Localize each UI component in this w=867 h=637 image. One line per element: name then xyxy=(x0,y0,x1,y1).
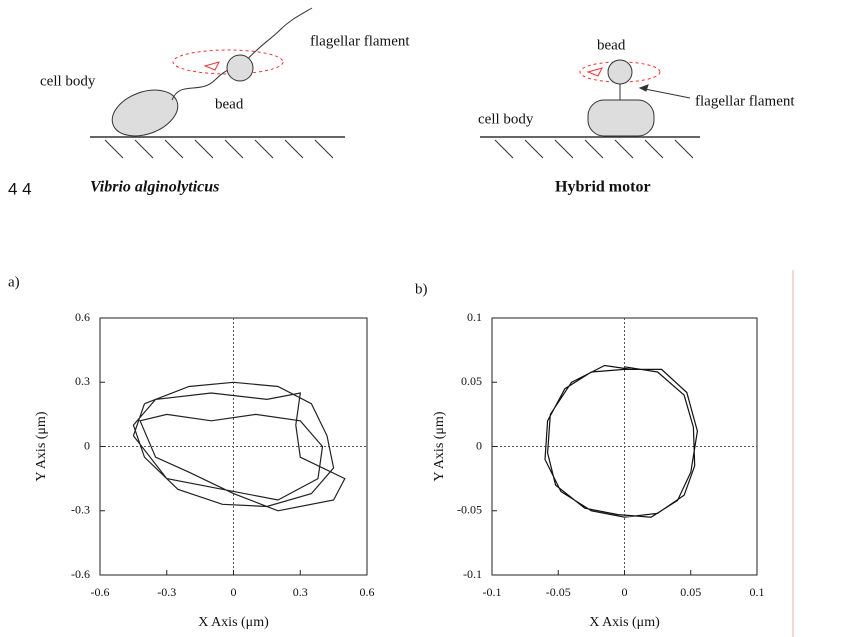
diagram-right xyxy=(480,59,700,159)
y-tick-label: -0.05 xyxy=(457,503,482,517)
y-tick-label: 0 xyxy=(476,438,482,452)
x-tick-label: -0.1 xyxy=(483,585,502,599)
caption: Vibrio alginolyticus xyxy=(90,179,219,196)
y-tick-label: -0.3 xyxy=(71,503,90,517)
y-axis-label: Y Axis (μm) xyxy=(432,411,447,481)
x-axis-label: X Axis (μm) xyxy=(589,615,660,630)
x-tick-label: -0.6 xyxy=(91,585,110,599)
y-tick-label: 0.1 xyxy=(467,310,482,324)
y-tick-label: 0.05 xyxy=(461,374,482,388)
trajectory xyxy=(544,364,699,518)
x-axis-label: X Axis (μm) xyxy=(198,615,269,630)
x-tick-label: 0 xyxy=(622,585,628,599)
x-tick-label: -0.05 xyxy=(546,585,571,599)
label: cell body xyxy=(478,111,534,127)
x-tick-label: 0.1 xyxy=(750,585,765,599)
x-tick-label: 0.05 xyxy=(680,585,701,599)
label: flagellar flament xyxy=(310,33,410,49)
figure-label: 4 4 xyxy=(8,179,32,198)
y-axis-label: Y Axis (μm) xyxy=(34,411,49,481)
label: bead xyxy=(215,96,244,112)
y-tick-label: -0.6 xyxy=(71,567,90,581)
x-tick-label: 0 xyxy=(231,585,237,599)
y-tick-label: 0.6 xyxy=(75,310,90,324)
x-tick-label: 0.6 xyxy=(360,585,375,599)
label: flagellar flament xyxy=(695,93,795,109)
diagram-left xyxy=(90,7,345,159)
trajectory xyxy=(132,381,346,512)
panel-label: b) xyxy=(415,281,428,297)
panel-label: a) xyxy=(8,274,20,290)
label: cell body xyxy=(40,73,96,89)
y-tick-label: 0 xyxy=(84,438,90,452)
x-tick-label: 0.3 xyxy=(293,585,308,599)
y-tick-label: 0.3 xyxy=(75,374,90,388)
x-tick-label: -0.3 xyxy=(157,585,176,599)
label: bead xyxy=(597,37,626,53)
caption: Hybrid motor xyxy=(555,179,651,196)
y-tick-label: -0.1 xyxy=(463,567,482,581)
